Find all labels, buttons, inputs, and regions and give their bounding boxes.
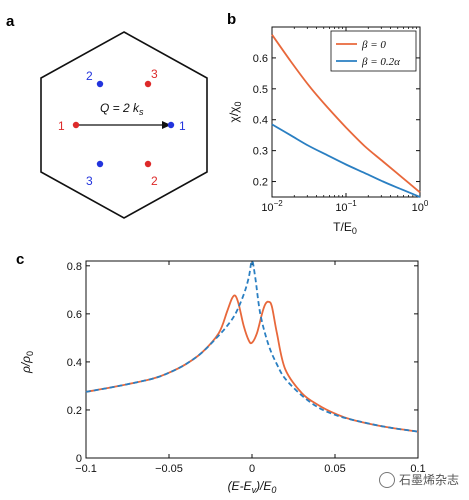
chart-c-xlabel: (E-Ev)/E0 bbox=[228, 479, 277, 495]
brillouin-zone-hexagon bbox=[40, 31, 208, 219]
chart-c-xtick-label: −0.1 bbox=[75, 463, 97, 475]
chart-c: −0.1 −0.05 0 0.05 0.1 0 0.2 0.4 0.6 0.8 bbox=[67, 260, 426, 475]
chart-b-legend-box bbox=[330, 30, 417, 72]
chart-b-xtick-label: 10−1 bbox=[335, 199, 357, 214]
point-1-blue-label: 1 bbox=[179, 119, 186, 133]
chart-c-xtick-label: 0 bbox=[249, 463, 255, 475]
chart-c-ytick-label: 0.8 bbox=[67, 261, 82, 273]
point-3-blue bbox=[96, 160, 104, 168]
point-2-red-label: 2 bbox=[151, 174, 158, 188]
chart-c-xtick-label: 0.1 bbox=[410, 463, 425, 475]
chart-b-ytick-label: 0.4 bbox=[253, 115, 268, 127]
point-2-blue bbox=[96, 80, 104, 88]
chart-b-series-0-line bbox=[271, 34, 421, 194]
chart-c-ytick-label: 0.2 bbox=[67, 405, 82, 417]
chart-c-ylabel: ρ/ρ0 bbox=[19, 351, 35, 374]
chart-b-legend-entry-1: β = 0.2α bbox=[361, 56, 400, 68]
chart-b-xtick-label: 100 bbox=[412, 199, 429, 214]
wechat-logo-icon bbox=[378, 471, 395, 488]
point-3-red-label: 3 bbox=[151, 67, 158, 81]
chart-b-xtick-label: 10−2 bbox=[261, 199, 283, 214]
point-1-red-label: 1 bbox=[58, 119, 65, 133]
chart-c-ytick-label: 0.4 bbox=[67, 357, 82, 369]
watermark-text: 石墨烯杂志 bbox=[398, 473, 459, 487]
chart-b-ytick-label: 0.2 bbox=[253, 177, 268, 189]
point-1-blue bbox=[167, 121, 175, 129]
point-3-blue-label: 3 bbox=[86, 174, 93, 188]
chart-c-xtick-label: −0.05 bbox=[155, 463, 183, 475]
panel-a-label: a bbox=[6, 13, 15, 30]
chart-b-legend: β = 0 β = 0.2α bbox=[330, 30, 417, 72]
chart-b-legend-entry-0: β = 0 bbox=[361, 39, 386, 51]
chart-c-frame bbox=[85, 260, 419, 459]
chart-c-xtick-label: 0.05 bbox=[324, 463, 345, 475]
chart-b-series-1-line bbox=[271, 123, 421, 198]
watermark: 石墨烯杂志 bbox=[378, 471, 459, 488]
panel-c-label: c bbox=[16, 251, 24, 268]
chart-c-ytick-label: 0 bbox=[76, 453, 82, 465]
q-vector-arrowhead bbox=[162, 121, 171, 129]
chart-c-series-0-line bbox=[85, 294, 419, 433]
chart-b-ytick-label: 0.6 bbox=[253, 53, 268, 65]
chart-b-xlabel: T/E0 bbox=[333, 220, 357, 236]
chart-b-ylabel: χ/χ0 bbox=[227, 102, 243, 123]
point-2-red bbox=[144, 160, 152, 168]
point-2-blue-label: 2 bbox=[86, 69, 93, 83]
chart-b-ytick-label: 0.5 bbox=[253, 84, 268, 96]
chart-c-ytick-label: 0.6 bbox=[67, 309, 82, 321]
q-vector-label: Q = 2 ks bbox=[100, 101, 144, 117]
chart-c-series-1-line bbox=[85, 260, 419, 433]
point-1-red bbox=[72, 121, 80, 129]
chart-b-ytick-label: 0.3 bbox=[253, 146, 268, 158]
point-3-red bbox=[144, 80, 152, 88]
chart-b: 10−2 10−1 100 0.2 0.3 0.4 0.5 0.6 β = 0 β = 0.2α bbox=[253, 26, 429, 214]
panel-b-label: b bbox=[227, 11, 236, 28]
